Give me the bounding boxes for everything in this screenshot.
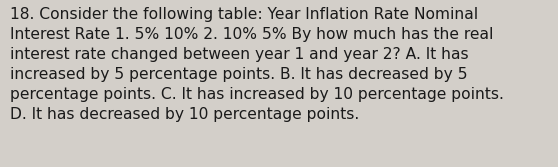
Text: 18. Consider the following table: Year Inflation Rate Nominal
Interest Rate 1. 5: 18. Consider the following table: Year I…	[10, 7, 504, 122]
